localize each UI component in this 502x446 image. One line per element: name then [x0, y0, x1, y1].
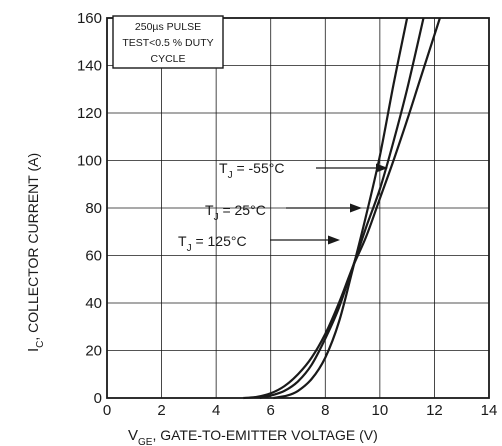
x-tick-label-6: 12: [426, 402, 443, 419]
y-tick-label-8: 160: [77, 10, 102, 27]
note-line-1: 250µs PULSE: [135, 21, 201, 33]
note-box: [112, 15, 224, 69]
note-line-2: TEST<0.5 % DUTY: [122, 37, 213, 49]
x-tick-label-3: 6: [267, 402, 275, 419]
x-tick-label-1: 2: [157, 402, 165, 419]
curve-tj-125: [243, 17, 441, 400]
annotation-tj-125-label: TJ = 125°C: [178, 233, 247, 254]
x-tick-label-7: 14: [481, 402, 498, 419]
plot-frame: [106, 17, 490, 399]
x-tick-label-5: 10: [372, 402, 389, 419]
y-tick-label-6: 120: [77, 105, 102, 122]
curve-tj-minus55: [273, 17, 409, 400]
y-tick-label-5: 100: [77, 153, 102, 170]
y-tick-label-1: 20: [85, 343, 102, 360]
x-tick-label-4: 8: [321, 402, 329, 419]
annotation-tj-25-arrowhead: [350, 203, 362, 213]
annotation-tj-minus55-arrowhead: [376, 163, 388, 173]
x-tick-label-0: 0: [103, 402, 111, 419]
annotation-tj-125-arrowhead: [328, 235, 340, 245]
x-tick-label-2: 4: [212, 402, 220, 419]
annotation-tj-minus55: TJ = -55°C: [219, 160, 388, 181]
curves: [243, 17, 441, 400]
x-axis-title: VGE, GATE-TO-EMITTER VOLTAGE (V): [128, 427, 378, 446]
y-tick-label-4: 80: [85, 200, 102, 217]
y-tick-label-3: 60: [85, 248, 102, 265]
y-tick-label-2: 40: [85, 295, 102, 312]
test-condition-note: 250µs PULSE TEST<0.5 % DUTY CYCLE: [112, 15, 224, 69]
annotation-tj-125: TJ = 125°C: [178, 233, 340, 254]
curve-tj-25: [259, 17, 425, 400]
y-axis-title: IC, COLLECTOR CURRENT (A): [25, 153, 46, 352]
y-tick-label-7: 140: [77, 58, 102, 75]
note-line-3: CYCLE: [150, 53, 185, 65]
annotation-tj-25-label: TJ = 25°C: [205, 202, 266, 223]
annotation-tj-minus55-label: TJ = -55°C: [219, 160, 284, 181]
annotation-tj-25: TJ = 25°C: [205, 202, 362, 223]
y-tick-label-0: 0: [94, 390, 102, 407]
